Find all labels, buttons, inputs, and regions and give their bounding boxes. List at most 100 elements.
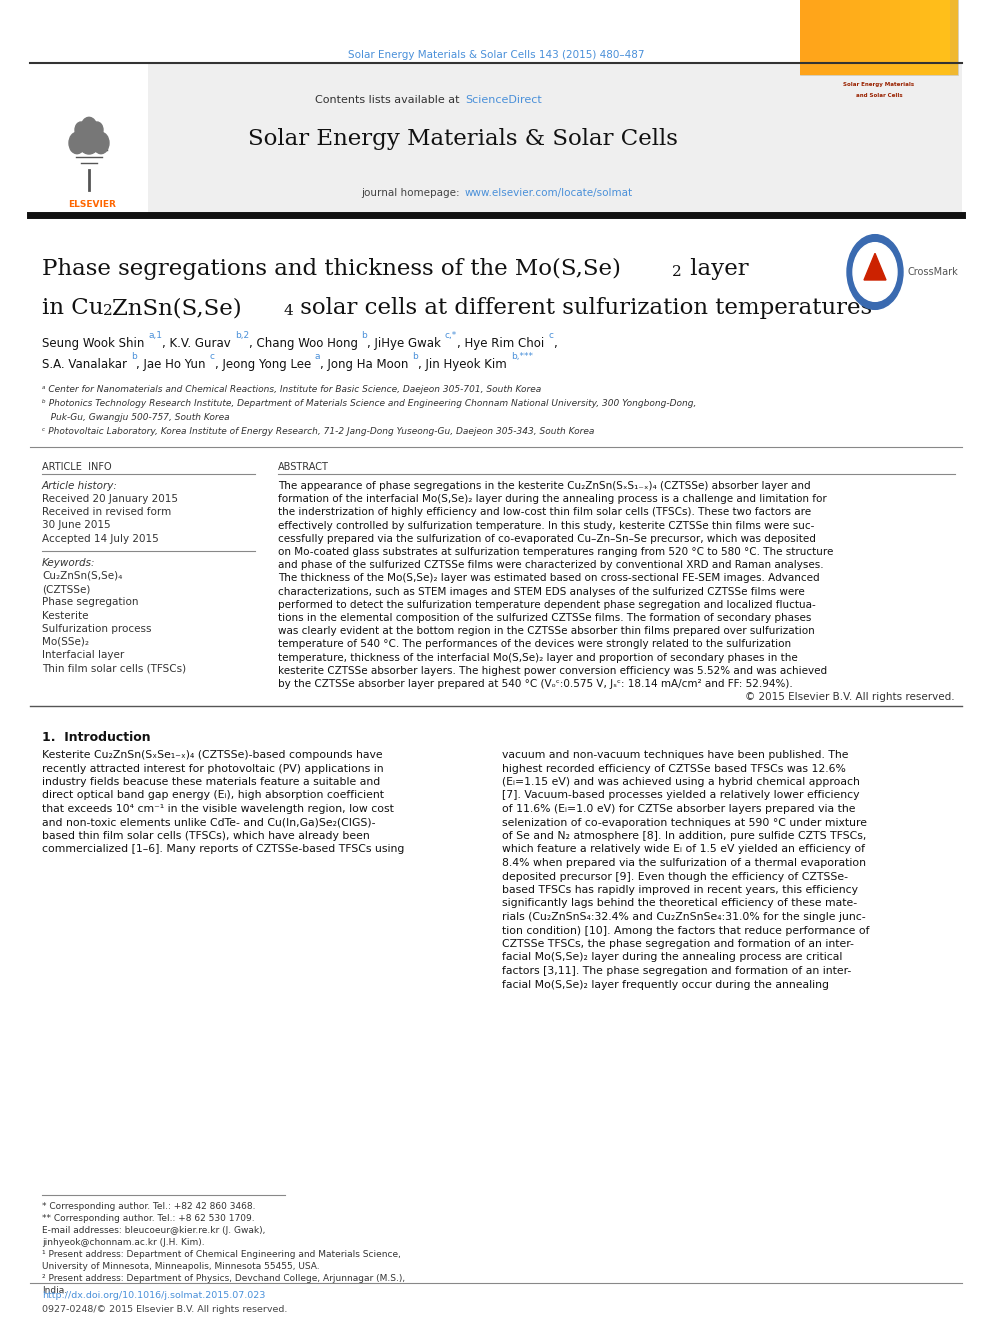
Text: 1.  Introduction: 1. Introduction (42, 732, 151, 744)
Text: significantly lags behind the theoretical efficiency of these mate-: significantly lags behind the theoretica… (502, 898, 857, 909)
Circle shape (91, 122, 103, 138)
Text: E-mail addresses: bleucoeur@kier.re.kr (J. Gwak),: E-mail addresses: bleucoeur@kier.re.kr (… (42, 1226, 266, 1234)
Text: Kesterite Cu₂ZnSn(SₓSe₁₋ₓ)₄ (CZTSSe)-based compounds have: Kesterite Cu₂ZnSn(SₓSe₁₋ₓ)₄ (CZTSSe)-bas… (42, 750, 383, 759)
Text: , Jeong Yong Lee: , Jeong Yong Lee (214, 359, 314, 370)
Text: b: b (361, 331, 367, 340)
Circle shape (75, 122, 87, 138)
Text: Puk-Gu, Gwangju 500-757, South Korea: Puk-Gu, Gwangju 500-757, South Korea (42, 413, 229, 422)
Bar (860, 0, 870, 75)
Text: © 2015 Elsevier B.V. All rights reserved.: © 2015 Elsevier B.V. All rights reserved… (745, 692, 955, 703)
Text: Thin film solar cells (TFSCs): Thin film solar cells (TFSCs) (42, 663, 186, 673)
Text: cessfully prepared via the sulfurization of co-evaporated Cu–Zn–Sn–Se precursor,: cessfully prepared via the sulfurization… (278, 533, 815, 544)
Bar (30, 64, 962, 212)
Text: a: a (314, 352, 320, 361)
Text: 8.4% when prepared via the sulfurization of a thermal evaporation: 8.4% when prepared via the sulfurization… (502, 859, 866, 868)
Bar (940, 0, 950, 75)
Text: effectively controlled by sulfurization temperature. In this study, kesterite CZ: effectively controlled by sulfurization … (278, 520, 814, 531)
Bar (930, 0, 940, 75)
Text: Mo(SSe)₂: Mo(SSe)₂ (42, 636, 89, 647)
Text: Phase segregation: Phase segregation (42, 598, 139, 607)
Text: industry fields beacuse these materials feature a suitable and: industry fields beacuse these materials … (42, 777, 380, 787)
Text: Received in revised form: Received in revised form (42, 507, 172, 517)
Text: 4: 4 (283, 304, 293, 318)
Text: temperature, thickness of the interfacial Mo(S,Se)₂ layer and proportion of seco: temperature, thickness of the interfacia… (278, 652, 798, 663)
Text: , Jin Hyeok Kim: , Jin Hyeok Kim (418, 359, 511, 370)
Text: (Eᵢ=1.15 eV) and was achieved using a hybrid chemical approach: (Eᵢ=1.15 eV) and was achieved using a hy… (502, 777, 860, 787)
Text: The thickness of the Mo(S,Se)₂ layer was estimated based on cross-sectional FE-S: The thickness of the Mo(S,Se)₂ layer was… (278, 573, 819, 583)
Text: , Jae Ho Yun: , Jae Ho Yun (137, 359, 209, 370)
Text: deposited precursor [9]. Even though the efficiency of CZTSSe-: deposited precursor [9]. Even though the… (502, 872, 848, 881)
Text: that exceeds 10⁴ cm⁻¹ in the visible wavelength region, low cost: that exceeds 10⁴ cm⁻¹ in the visible wav… (42, 804, 394, 814)
Text: recently attracted interest for photovoltaic (PV) applications in: recently attracted interest for photovol… (42, 763, 384, 774)
Text: ScienceDirect: ScienceDirect (465, 95, 542, 105)
Text: Phase segregations and thickness of the Mo(S,Se): Phase segregations and thickness of the … (42, 258, 621, 280)
Text: based thin film solar cells (TFSCs), which have already been: based thin film solar cells (TFSCs), whi… (42, 831, 370, 841)
Bar (810, 0, 820, 75)
Circle shape (853, 242, 897, 302)
Text: facial Mo(S,Se)₂ layer during the annealing process are critical: facial Mo(S,Se)₂ layer during the anneal… (502, 953, 842, 963)
Text: , Chang Woo Hong: , Chang Woo Hong (249, 337, 361, 351)
Polygon shape (864, 253, 886, 280)
Text: on Mo-coated glass substrates at sulfurization temperatures ranging from 520 °C : on Mo-coated glass substrates at sulfuri… (278, 546, 833, 557)
Bar (820, 0, 830, 75)
Bar (800, 0, 958, 75)
Text: formation of the interfacial Mo(S,Se)₂ layer during the annealing process is a c: formation of the interfacial Mo(S,Se)₂ l… (278, 495, 826, 504)
Text: CZTSSe TFSCs, the phase segregation and formation of an inter-: CZTSSe TFSCs, the phase segregation and … (502, 939, 854, 949)
Text: Cu₂ZnSn(S,Se)₄: Cu₂ZnSn(S,Se)₄ (42, 572, 122, 581)
Text: and Solar Cells: and Solar Cells (856, 93, 903, 98)
Text: , JiHye Gwak: , JiHye Gwak (367, 337, 444, 351)
Text: characterizations, such as STEM images and STEM EDS analyses of the sulfurized C: characterizations, such as STEM images a… (278, 586, 805, 597)
Text: temperature of 540 °C. The performances of the devices were strongly related to : temperature of 540 °C. The performances … (278, 639, 792, 650)
Text: * Corresponding author. Tel.: +82 42 860 3468.: * Corresponding author. Tel.: +82 42 860… (42, 1203, 256, 1211)
Text: Interfacial layer: Interfacial layer (42, 650, 124, 660)
Text: the inderstrization of highly efficiency and low-cost thin film solar cells (TFS: the inderstrization of highly efficiency… (278, 508, 811, 517)
Text: b: b (413, 352, 418, 361)
Text: www.elsevier.com/locate/solmat: www.elsevier.com/locate/solmat (465, 188, 633, 198)
Text: 2: 2 (103, 304, 113, 318)
Bar (850, 0, 860, 75)
Text: ᵇ Photonics Technology Research Institute, Department of Materials Science and E: ᵇ Photonics Technology Research Institut… (42, 400, 696, 407)
Bar (840, 0, 850, 75)
Text: The appearance of phase segregations in the kesterite Cu₂ZnSn(SₓS₁₋ₓ)₄ (CZTSSe) : The appearance of phase segregations in … (278, 482, 810, 491)
Text: 0927-0248/© 2015 Elsevier B.V. All rights reserved.: 0927-0248/© 2015 Elsevier B.V. All right… (42, 1304, 288, 1314)
Text: ** Corresponding author. Tel.: +8 62 530 1709.: ** Corresponding author. Tel.: +8 62 530… (42, 1215, 255, 1222)
Text: 2: 2 (672, 265, 682, 279)
Text: based TFSCs has rapidly improved in recent years, this efficiency: based TFSCs has rapidly improved in rece… (502, 885, 858, 894)
Bar (880, 0, 890, 75)
Text: highest recorded efficiency of CZTSSe based TFSCs was 12.6%: highest recorded efficiency of CZTSSe ba… (502, 763, 846, 774)
Bar (30, 64, 148, 212)
Text: ² Present address: Department of Physics, Devchand College, Arjunnagar (M.S.),: ² Present address: Department of Physics… (42, 1274, 405, 1283)
Text: was clearly evident at the bottom region in the CZTSSe absorber thin films prepa: was clearly evident at the bottom region… (278, 626, 814, 636)
Text: University of Minnesota, Minneapolis, Minnesota 55455, USA.: University of Minnesota, Minneapolis, Mi… (42, 1262, 319, 1271)
Text: commercialized [1–6]. Many reports of CZTSSe-based TFSCs using: commercialized [1–6]. Many reports of CZ… (42, 844, 405, 855)
Text: , K.V. Gurav: , K.V. Gurav (162, 337, 235, 351)
Text: Accepted 14 July 2015: Accepted 14 July 2015 (42, 533, 159, 544)
Text: selenization of co-evaporation techniques at 590 °C under mixture: selenization of co-evaporation technique… (502, 818, 867, 827)
Text: CrossMark: CrossMark (908, 267, 958, 277)
Bar (830, 0, 840, 75)
Text: [7]. Vacuum-based processes yielded a relatively lower efficiency: [7]. Vacuum-based processes yielded a re… (502, 791, 859, 800)
Text: Seung Wook Shin: Seung Wook Shin (42, 337, 148, 351)
Text: of Se and N₂ atmosphere [8]. In addition, pure sulfide CZTS TFSCs,: of Se and N₂ atmosphere [8]. In addition… (502, 831, 866, 841)
Text: vacuum and non-vacuum techniques have been published. The: vacuum and non-vacuum techniques have be… (502, 750, 848, 759)
Text: tions in the elemental composition of the sulfurized CZTSSe films. The formation: tions in the elemental composition of th… (278, 613, 811, 623)
Text: of 11.6% (Eᵢ=1.0 eV) for CZTSe absorber layers prepared via the: of 11.6% (Eᵢ=1.0 eV) for CZTSe absorber … (502, 804, 855, 814)
Text: ELSEVIER: ELSEVIER (68, 200, 116, 209)
Circle shape (847, 234, 903, 310)
Text: c,*: c,* (444, 331, 457, 340)
Text: which feature a relatively wide Eᵢ of 1.5 eV yielded an efficiency of: which feature a relatively wide Eᵢ of 1.… (502, 844, 865, 855)
Text: layer: layer (683, 258, 749, 280)
Text: Solar Energy Materials & Solar Cells 143 (2015) 480–487: Solar Energy Materials & Solar Cells 143… (348, 50, 644, 60)
Bar (920, 0, 930, 75)
Circle shape (81, 118, 97, 139)
Text: ZnSn(S,Se): ZnSn(S,Se) (112, 296, 242, 319)
Text: jinhyeok@chonnam.ac.kr (J.H. Kim).: jinhyeok@chonnam.ac.kr (J.H. Kim). (42, 1238, 204, 1248)
Text: factors [3,11]. The phase segregation and formation of an inter-: factors [3,11]. The phase segregation an… (502, 966, 851, 976)
Bar (800, 0, 810, 75)
Text: Article history:: Article history: (42, 482, 118, 491)
Text: b,2: b,2 (235, 331, 249, 340)
Text: , Hye Rim Choi: , Hye Rim Choi (457, 337, 549, 351)
Circle shape (93, 132, 109, 153)
Text: (CZTSSe): (CZTSSe) (42, 585, 90, 594)
Text: 30 June 2015: 30 June 2015 (42, 520, 111, 531)
